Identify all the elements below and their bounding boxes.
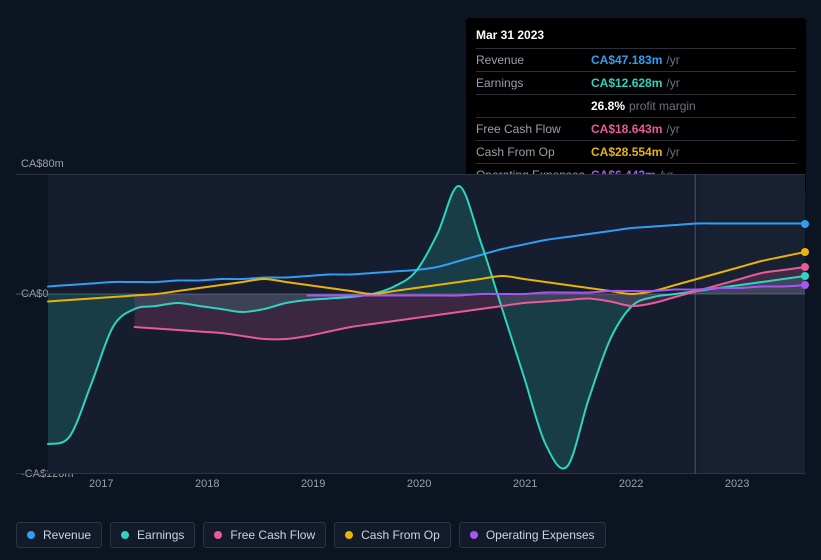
legend-color-dot [470,531,478,539]
legend-item-revenue[interactable]: Revenue [16,522,102,548]
chart-legend: Revenue Earnings Free Cash Flow Cash From O… [16,522,606,548]
tooltip-metric-unit: /yr [666,51,679,69]
legend-label: Earnings [137,528,184,542]
x-axis-tick-label: 2022 [619,478,643,490]
legend-label: Revenue [43,528,91,542]
series-end-marker [801,281,809,289]
series-end-marker [801,220,809,228]
legend-label: Free Cash Flow [230,528,315,542]
tooltip-row: EarningsCA$12.628m/yr [476,71,796,94]
x-axis-tick-label: 2023 [725,478,749,490]
tooltip-metric-unit: /yr [666,143,679,161]
legend-color-dot [121,531,129,539]
legend-item-opex[interactable]: Operating Expenses [459,522,606,548]
tooltip-metric-value: CA$28.554m [591,143,662,161]
legend-color-dot [214,531,222,539]
legend-item-fcf[interactable]: Free Cash Flow [203,522,326,548]
tooltip-metric-unit: /yr [666,74,679,92]
x-axis-tick-label: 2021 [513,478,537,490]
tooltip-row: RevenueCA$47.183m/yr [476,48,796,71]
tooltip-row: 26.8%profit margin [476,94,796,117]
tooltip-metric-value: CA$47.183m [591,51,662,69]
tooltip-metric-unit: profit margin [629,97,696,115]
x-axis-tick-label: 2017 [89,478,113,490]
y-axis-top-label: CA$80m [21,158,64,170]
tooltip-metric-label: Cash From Op [476,143,591,161]
x-axis-tick-label: 2020 [407,478,431,490]
legend-label: Operating Expenses [486,528,595,542]
series-end-marker [801,248,809,256]
legend-item-earnings[interactable]: Earnings [110,522,195,548]
legend-label: Cash From Op [361,528,440,542]
tooltip-metric-label: Earnings [476,74,591,92]
legend-color-dot [27,531,35,539]
financial-chart[interactable]: CA$80m CA$0 -CA$120m 2017201820192020202… [16,160,805,490]
x-axis-tick-label: 2019 [301,478,325,490]
legend-item-cfo[interactable]: Cash From Op [334,522,451,548]
series-end-marker [801,272,809,280]
tooltip-metric-value: CA$18.643m [591,120,662,138]
tooltip-metric-value: CA$12.628m [591,74,662,92]
legend-color-dot [345,531,353,539]
series-end-marker [801,263,809,271]
x-axis-tick-label: 2018 [195,478,219,490]
tooltip-metric-label: Revenue [476,51,591,69]
tooltip-metric-label [476,97,591,115]
tooltip-row: Free Cash FlowCA$18.643m/yr [476,117,796,140]
tooltip-metric-value: 26.8% [591,97,625,115]
tooltip-metric-unit: /yr [666,120,679,138]
tooltip-metric-label: Free Cash Flow [476,120,591,138]
chart-canvas [16,174,805,474]
tooltip-date: Mar 31 2023 [476,26,796,48]
